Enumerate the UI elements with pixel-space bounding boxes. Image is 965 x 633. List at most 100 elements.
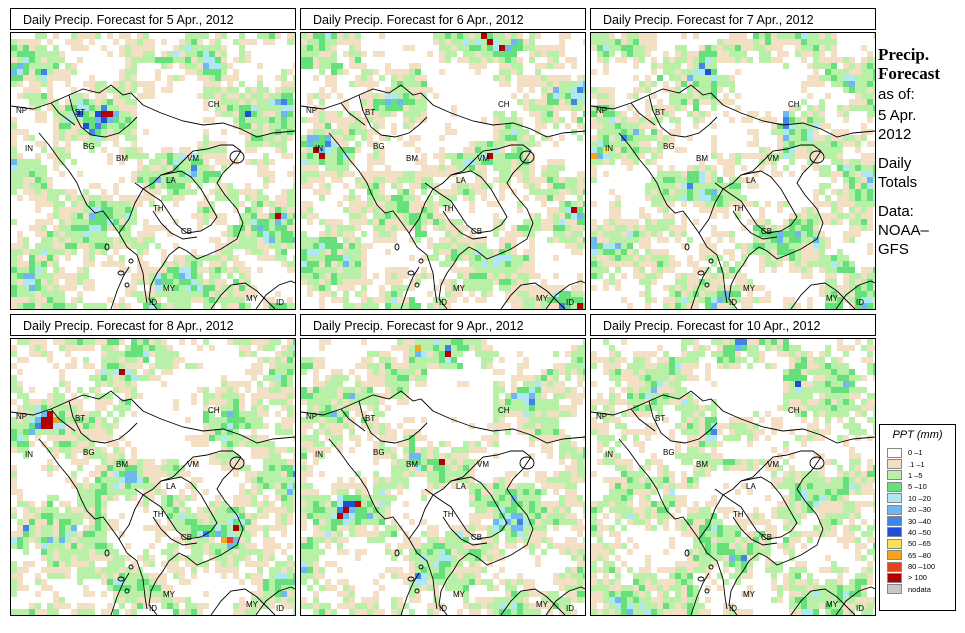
precip-cell xyxy=(307,249,313,255)
precip-cell xyxy=(227,267,233,273)
precip-cell xyxy=(855,231,861,237)
precip-cell xyxy=(361,201,367,207)
precip-cell xyxy=(215,495,221,501)
precip-cell xyxy=(783,297,789,303)
precip-cell xyxy=(777,141,783,147)
precip-cell xyxy=(861,45,867,51)
precip-cell xyxy=(23,39,29,45)
precip-cell xyxy=(873,111,875,117)
precip-cell xyxy=(101,261,107,267)
precip-cell xyxy=(313,255,319,261)
precip-cell xyxy=(849,279,855,285)
precip-cell xyxy=(137,45,143,51)
precip-cell xyxy=(499,285,505,291)
precip-cell xyxy=(777,261,783,267)
precip-cell xyxy=(705,63,711,69)
precip-cell xyxy=(233,105,239,111)
precip-cell xyxy=(215,45,221,51)
precip-cell xyxy=(301,183,307,189)
precip-cell xyxy=(615,213,621,219)
precip-cell xyxy=(89,105,95,111)
precip-cell xyxy=(609,135,615,141)
precip-cell xyxy=(331,57,337,63)
precip-cell xyxy=(203,33,209,39)
precip-cell xyxy=(807,135,813,141)
precip-cell xyxy=(735,243,741,249)
precip-cell xyxy=(553,75,559,81)
precip-cell xyxy=(379,171,385,177)
precip-cell xyxy=(373,141,379,147)
precip-cell xyxy=(71,99,77,105)
precip-cell xyxy=(711,213,717,219)
precip-cell xyxy=(391,177,397,183)
precip-cell xyxy=(131,465,137,471)
precip-cell xyxy=(747,153,753,159)
precip-cell xyxy=(131,87,137,93)
precip-cell xyxy=(603,231,609,237)
precip-cell xyxy=(83,285,89,291)
precip-cell xyxy=(185,69,191,75)
precip-cell xyxy=(807,51,813,57)
precip-cell xyxy=(505,39,511,45)
precip-cell xyxy=(197,153,203,159)
precip-cell xyxy=(747,117,753,123)
precip-cell xyxy=(215,33,221,39)
precip-cell xyxy=(281,243,287,249)
precip-cell xyxy=(547,297,553,303)
precip-cell xyxy=(349,201,355,207)
precip-cell xyxy=(319,135,325,141)
precip-cell xyxy=(197,267,203,273)
precip-cell xyxy=(795,219,801,225)
precip-cell xyxy=(675,45,681,51)
precip-cell xyxy=(71,135,77,141)
precip-cell xyxy=(861,219,867,225)
country-label: NP xyxy=(16,106,27,115)
precip-cell xyxy=(47,291,53,297)
precip-cell xyxy=(415,279,421,285)
precip-cell xyxy=(125,57,131,63)
precip-cell xyxy=(275,423,281,429)
precip-cell xyxy=(275,201,281,207)
precip-cell xyxy=(651,261,657,267)
precip-cell xyxy=(41,165,47,171)
precip-cell xyxy=(167,183,173,189)
precip-cell xyxy=(361,177,367,183)
precip-cell xyxy=(83,303,89,309)
precip-cell xyxy=(529,99,535,105)
precip-cell xyxy=(83,261,89,267)
precip-cell xyxy=(541,117,547,123)
precip-cell xyxy=(197,159,203,165)
precip-cell xyxy=(493,153,499,159)
precip-cell xyxy=(469,51,475,57)
precip-cell xyxy=(609,207,615,213)
precip-cell xyxy=(397,219,403,225)
precip-cell xyxy=(771,45,777,51)
precip-cell xyxy=(651,147,657,153)
precip-cell xyxy=(529,111,535,117)
precip-cell xyxy=(669,87,675,93)
precip-cell xyxy=(609,189,615,195)
precip-cell xyxy=(427,183,433,189)
precip-cell xyxy=(263,195,269,201)
precip-cell xyxy=(131,357,137,363)
precip-cell xyxy=(675,195,681,201)
precip-cell xyxy=(771,33,777,39)
precip-cell xyxy=(457,267,463,273)
precip-cell xyxy=(319,39,325,45)
precip-cell xyxy=(541,285,547,291)
precip-cell xyxy=(275,303,281,309)
precip-cell xyxy=(59,129,65,135)
precip-cell xyxy=(439,195,445,201)
precip-cell xyxy=(149,303,155,309)
precip-cell xyxy=(415,87,421,93)
precip-cell xyxy=(577,273,583,279)
precip-cell xyxy=(747,45,753,51)
precip-cell xyxy=(119,111,125,117)
precip-cell xyxy=(161,495,167,501)
precip-cell xyxy=(349,153,355,159)
precip-cell xyxy=(77,195,83,201)
precip-cell xyxy=(41,183,47,189)
precip-cell xyxy=(47,99,53,105)
precip-cell xyxy=(475,45,481,51)
precip-cell xyxy=(511,147,517,153)
